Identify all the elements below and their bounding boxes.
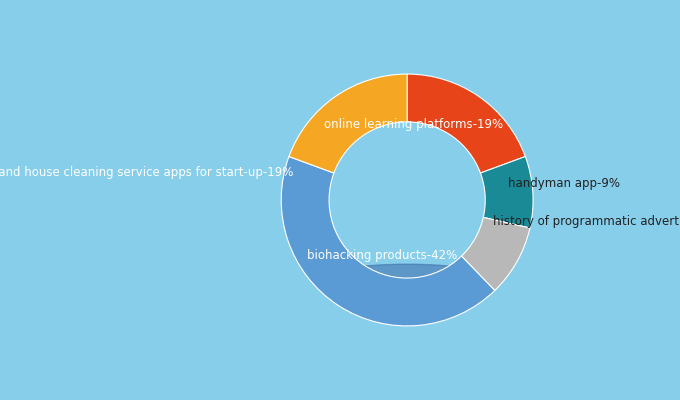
Wedge shape: [481, 156, 533, 228]
Wedge shape: [407, 74, 526, 173]
Text: on-demand house cleaning service apps for start-up-19%: on-demand house cleaning service apps fo…: [0, 166, 294, 179]
Wedge shape: [289, 74, 407, 173]
Wedge shape: [282, 156, 495, 326]
Ellipse shape: [322, 264, 492, 292]
Wedge shape: [462, 217, 530, 290]
Text: online learning platforms-19%: online learning platforms-19%: [324, 118, 503, 131]
Text: history of programmatic advertising-9%: history of programmatic advertising-9%: [493, 215, 680, 228]
Text: biohacking products-42%: biohacking products-42%: [307, 249, 457, 262]
Text: handyman app-9%: handyman app-9%: [508, 177, 620, 190]
